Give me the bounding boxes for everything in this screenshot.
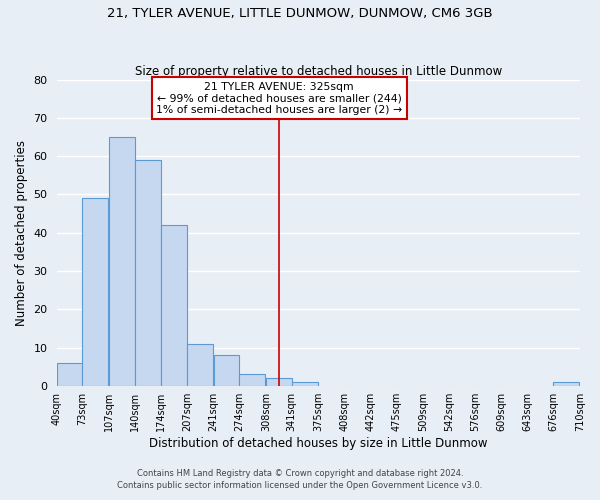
Bar [239,374,265,386]
Text: Contains HM Land Registry data © Crown copyright and database right 2024.
Contai: Contains HM Land Registry data © Crown c… [118,468,482,490]
Text: 21, TYLER AVENUE, LITTLE DUNMOW, DUNMOW, CM6 3GB: 21, TYLER AVENUE, LITTLE DUNMOW, DUNMOW,… [107,8,493,20]
Bar [135,160,161,386]
Title: Size of property relative to detached houses in Little Dunmow: Size of property relative to detached ho… [135,66,502,78]
X-axis label: Distribution of detached houses by size in Little Dunmow: Distribution of detached houses by size … [149,437,488,450]
Bar [82,198,108,386]
Bar [161,225,187,386]
Bar [57,363,82,386]
Bar [553,382,579,386]
Text: 21 TYLER AVENUE: 325sqm
← 99% of detached houses are smaller (244)
1% of semi-de: 21 TYLER AVENUE: 325sqm ← 99% of detache… [156,82,403,115]
Bar [187,344,213,386]
Y-axis label: Number of detached properties: Number of detached properties [15,140,28,326]
Bar [266,378,292,386]
Bar [292,382,317,386]
Bar [109,137,135,386]
Bar [214,355,239,386]
